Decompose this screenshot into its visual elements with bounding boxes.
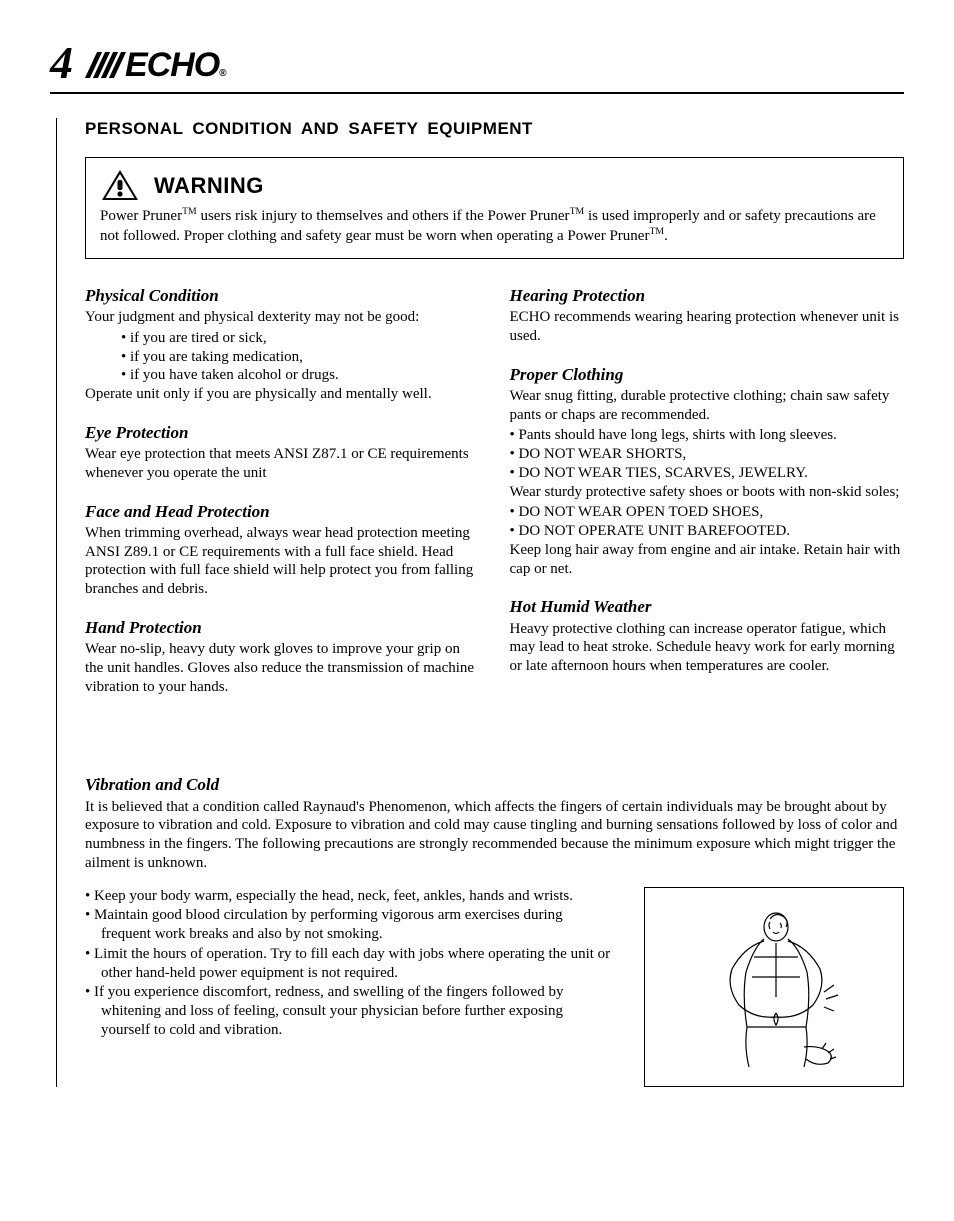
- heading: Vibration and Cold: [85, 774, 904, 795]
- list-item: • if you are tired or sick,: [121, 329, 480, 348]
- list-item: • Keep your body warm, especially the he…: [85, 887, 614, 906]
- clothing-list-2: • DO NOT WEAR OPEN TOED SHOES, • DO NOT …: [510, 503, 905, 541]
- body-text: When trimming overhead, always wear head…: [85, 524, 480, 599]
- block-physical-condition: Physical Condition Your judgment and phy…: [85, 285, 480, 404]
- condition-list: • if you are tired or sick, • if you are…: [85, 329, 480, 385]
- page-header: 4 ECHO®: [50, 40, 904, 86]
- brand-logo: ECHO®: [91, 48, 226, 86]
- block-face-head-protection: Face and Head Protection When trimming o…: [85, 501, 480, 599]
- left-column: Physical Condition Your judgment and phy…: [85, 285, 480, 715]
- header-rule: [50, 92, 904, 94]
- list-item: • If you experience discomfort, redness,…: [85, 983, 614, 1039]
- list-item: • DO NOT WEAR OPEN TOED SHOES,: [510, 503, 905, 522]
- right-column: Hearing Protection ECHO recommends weari…: [510, 285, 905, 715]
- heading: Hand Protection: [85, 617, 480, 638]
- logo-text: ECHO®: [125, 48, 226, 82]
- warning-triangle-icon: [100, 168, 140, 202]
- list-item: • Pants should have long legs, shirts wi…: [510, 426, 905, 445]
- body-text: Operate unit only if you are physically …: [85, 385, 480, 404]
- block-hot-humid-weather: Hot Humid Weather Heavy protective cloth…: [510, 596, 905, 676]
- section-title: PERSONAL CONDITION AND SAFETY EQUIPMENT: [85, 118, 904, 139]
- list-item: • if you have taken alcohol or drugs.: [121, 366, 480, 385]
- warning-head: WARNING: [100, 168, 889, 202]
- warning-label: WARNING: [154, 172, 264, 200]
- two-column-area: Physical Condition Your judgment and phy…: [85, 285, 904, 715]
- block-hearing-protection: Hearing Protection ECHO recommends weari…: [510, 285, 905, 346]
- block-hand-protection: Hand Protection Wear no-slip, heavy duty…: [85, 617, 480, 697]
- person-exercise-illustration: [644, 887, 904, 1087]
- list-item: • DO NOT WEAR TIES, SCARVES, JEWELRY.: [510, 464, 905, 483]
- logo-stripes-icon: [85, 52, 129, 78]
- block-proper-clothing: Proper Clothing Wear snug fitting, durab…: [510, 364, 905, 579]
- body-text: It is believed that a condition called R…: [85, 798, 904, 873]
- person-arm-exercise-icon: [684, 897, 864, 1077]
- body-text: Heavy protective clothing can increase o…: [510, 620, 905, 676]
- heading: Face and Head Protection: [85, 501, 480, 522]
- heading: Hot Humid Weather: [510, 596, 905, 617]
- list-item: • DO NOT WEAR SHORTS,: [510, 445, 905, 464]
- body-text: ECHO recommends wearing hearing protecti…: [510, 308, 905, 346]
- heading: Eye Protection: [85, 422, 480, 443]
- vibration-row: • Keep your body warm, especially the he…: [85, 887, 904, 1087]
- list-item: • Limit the hours of operation. Try to f…: [85, 945, 614, 983]
- body-text: Your judgment and physical dexterity may…: [85, 308, 480, 327]
- warning-box: WARNING Power PrunerTM users risk injury…: [85, 157, 904, 259]
- page-number: 4: [50, 40, 73, 86]
- clothing-list-1: • Pants should have long legs, shirts wi…: [510, 426, 905, 482]
- block-vibration-cold: Vibration and Cold It is believed that a…: [85, 774, 904, 1086]
- warning-text: Power PrunerTM users risk injury to them…: [100, 206, 889, 246]
- list-item: • Maintain good blood circulation by per…: [85, 906, 614, 944]
- body-text: Wear snug fitting, durable protective cl…: [510, 387, 905, 425]
- list-item: • DO NOT OPERATE UNIT BAREFOOTED.: [510, 522, 905, 541]
- body-text: Wear no-slip, heavy duty work gloves to …: [85, 640, 480, 696]
- content-area: PERSONAL CONDITION AND SAFETY EQUIPMENT …: [56, 118, 904, 1087]
- body-text: Keep long hair away from engine and air …: [510, 541, 905, 579]
- vibration-list: • Keep your body warm, especially the he…: [85, 887, 614, 1041]
- list-item: • if you are taking medication,: [121, 348, 480, 367]
- body-text: Wear eye protection that meets ANSI Z87.…: [85, 445, 480, 483]
- body-text: Wear sturdy protective safety shoes or b…: [510, 483, 905, 502]
- block-eye-protection: Eye Protection Wear eye protection that …: [85, 422, 480, 483]
- heading: Proper Clothing: [510, 364, 905, 385]
- heading: Hearing Protection: [510, 285, 905, 306]
- heading: Physical Condition: [85, 285, 480, 306]
